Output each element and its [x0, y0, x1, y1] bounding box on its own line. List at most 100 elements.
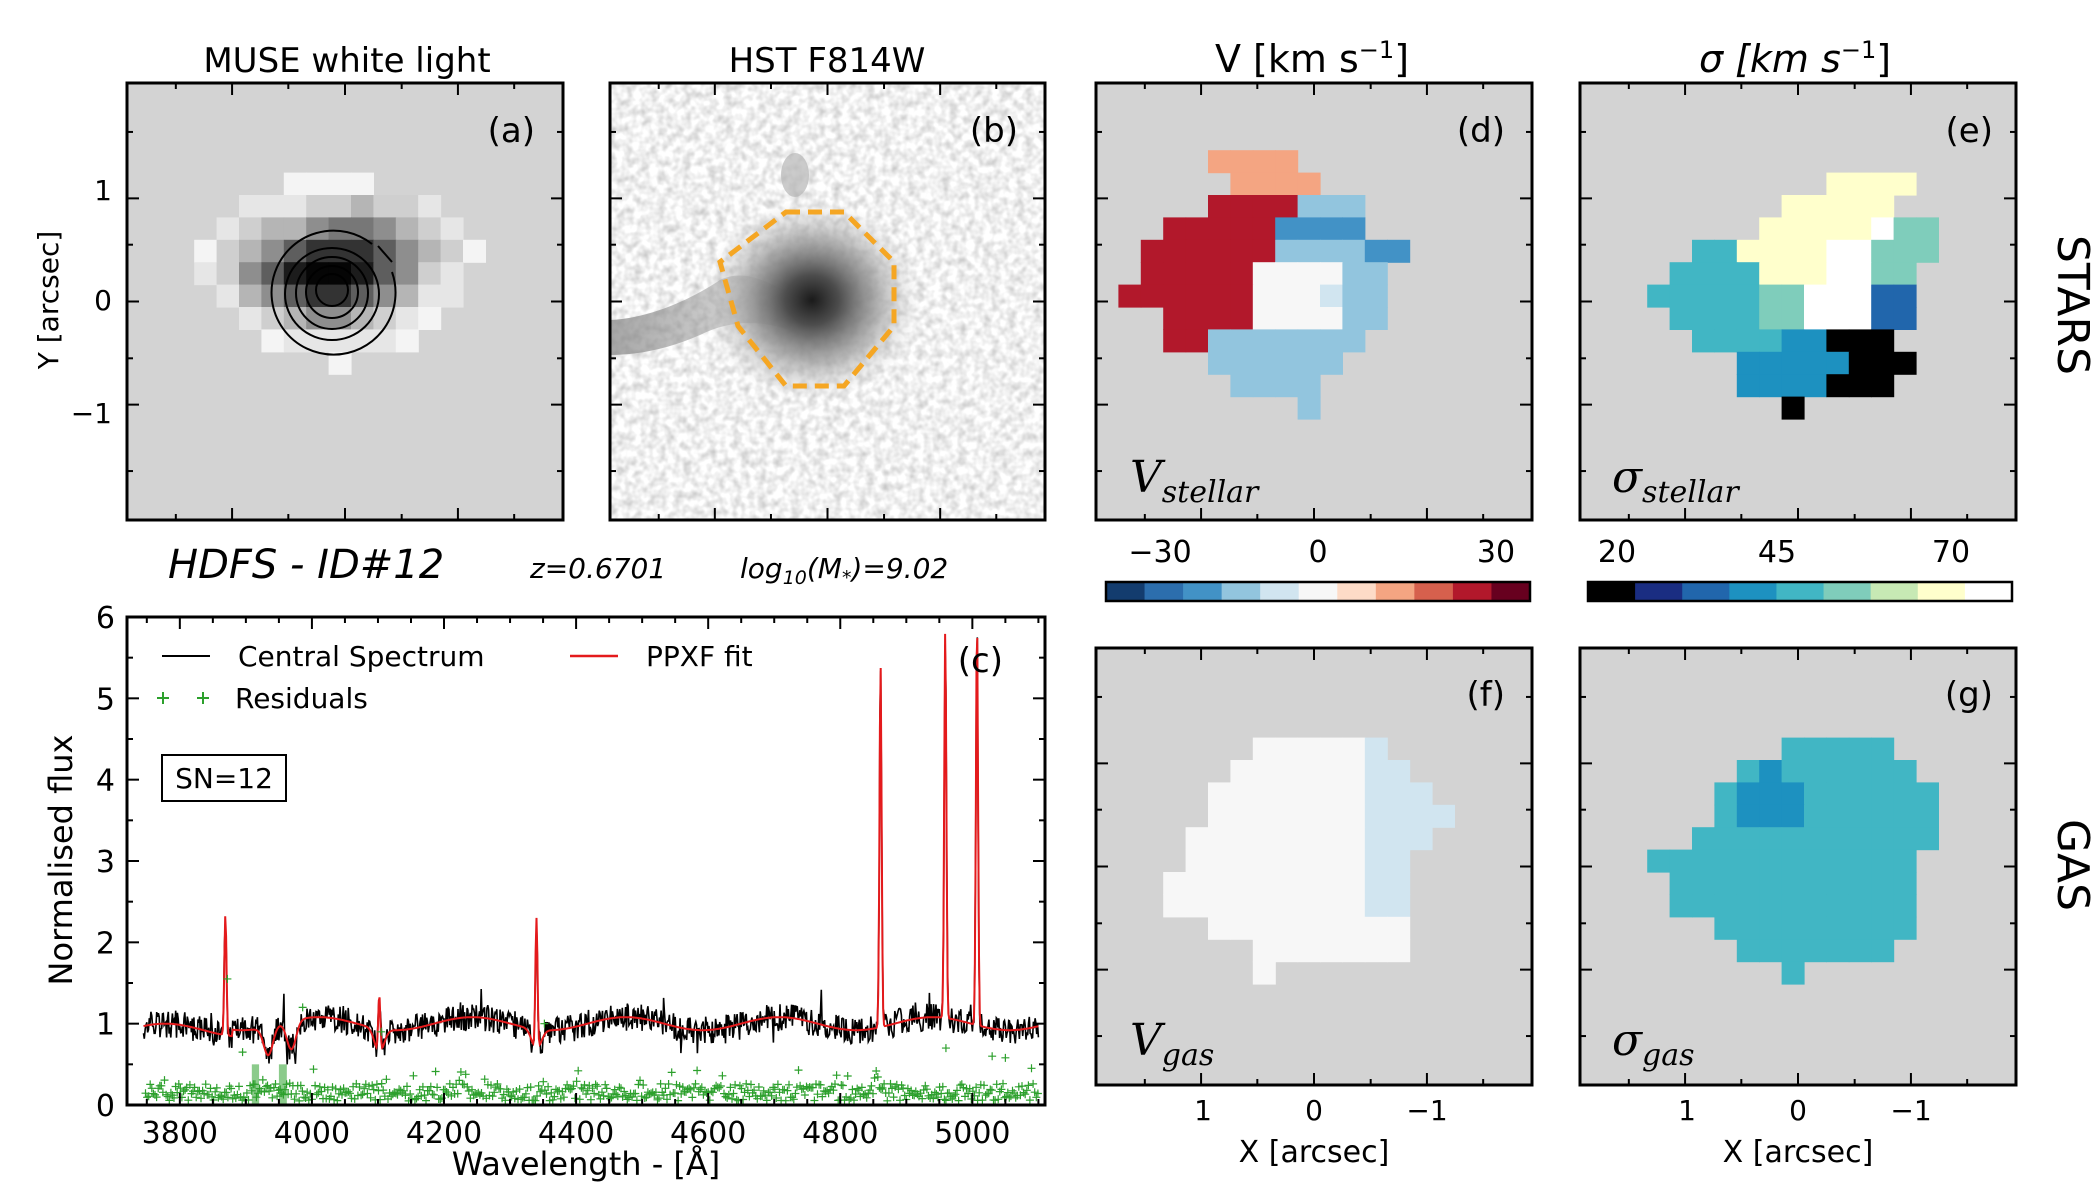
- residual-point: [869, 1089, 877, 1098]
- vel-gas-pixel: [1275, 760, 1299, 783]
- muse-pixel: [395, 307, 419, 330]
- muse-pixel: [395, 217, 419, 241]
- disp-cbar-segment: [1729, 582, 1777, 601]
- disp-stellar-pixel: [1781, 284, 1805, 308]
- vel-stellar-pixel: [1297, 262, 1321, 286]
- central-spectrum-line: [142, 637, 1040, 1065]
- vel-stellar-pixel: [1163, 217, 1187, 241]
- residual-point: [598, 1088, 606, 1097]
- vel-gas-pixel: [1185, 849, 1209, 873]
- vel-stellar-pixel: [1252, 307, 1276, 330]
- vel-gas-pixel: [1297, 782, 1321, 806]
- vel-stellar-pixel: [1208, 217, 1231, 241]
- disp-stellar-pixel: [1893, 172, 1917, 196]
- residual-point: [883, 1096, 892, 1105]
- residual-point: [582, 1090, 591, 1098]
- vel-cbar-segment: [1106, 582, 1146, 601]
- vel-gas-pixel: [1320, 939, 1343, 963]
- vel-gas-pixel: [1297, 916, 1321, 940]
- muse-white-light-image: [194, 172, 486, 375]
- residual-point: [170, 1093, 178, 1102]
- vel-gas-pixel: [1208, 827, 1231, 851]
- panel-f-xtick-minus1: −1: [1406, 1094, 1447, 1127]
- vel-stellar-pixel: [1230, 150, 1254, 174]
- residual-point: [231, 1094, 240, 1103]
- vel-gas-pixel: [1320, 737, 1343, 761]
- residual-point: [540, 1019, 549, 1028]
- disp-stellar-pixel: [1893, 351, 1917, 375]
- vel-gas-pixel: [1387, 827, 1411, 851]
- muse-pixel: [306, 195, 330, 218]
- residual-point: [193, 1087, 202, 1096]
- residual-point: [298, 1087, 307, 1096]
- residual-point: [539, 1077, 548, 1086]
- disp-gas-pixel: [1781, 939, 1805, 963]
- muse-pixel: [351, 239, 374, 263]
- vel-gas-pixel: [1252, 916, 1276, 940]
- vel-gas-pixel: [1230, 916, 1254, 940]
- residual-point: [773, 1080, 782, 1089]
- disp-gas-pixel: [1893, 894, 1917, 918]
- residual-point: [728, 1094, 736, 1103]
- disp-gas-pixel: [1871, 737, 1895, 761]
- residual-point: [412, 1094, 421, 1103]
- panel-b-letter: (b): [970, 111, 1018, 151]
- legend-residuals-swatch: [157, 692, 209, 704]
- muse-pixel: [261, 262, 285, 286]
- residual-point: [747, 1080, 755, 1089]
- residual-point: [499, 1090, 508, 1099]
- disp-stellar-pixel: [1759, 351, 1783, 375]
- disp-gas-pixel: [1736, 782, 1760, 806]
- residual-point: [501, 1096, 510, 1105]
- residual-point: [800, 1091, 809, 1099]
- disp-stellar-pixel: [1781, 307, 1805, 330]
- residual-point: [907, 1086, 916, 1095]
- residual-point: [144, 1092, 153, 1101]
- vel-stellar-pixel: [1185, 307, 1209, 330]
- residual-point: [311, 1081, 320, 1090]
- vel-gas-pixel: [1364, 760, 1388, 783]
- residual-point: [219, 1095, 228, 1104]
- vel-stellar-pixel: [1185, 329, 1209, 353]
- vel-gas-pixel: [1320, 827, 1343, 851]
- muse-contours: [270, 229, 397, 356]
- residual-point: [940, 1095, 949, 1104]
- vel-cbar-segment: [1298, 582, 1338, 601]
- residual-point: [363, 1089, 372, 1098]
- vel-cbar-segment: [1491, 582, 1531, 601]
- disp-gas-pixel: [1714, 872, 1738, 895]
- redshift-label: z=0.6701: [529, 552, 666, 585]
- residual-point: [309, 1065, 318, 1074]
- disp-cbar-segment: [1964, 582, 2013, 601]
- disp-stellar-pixel: [1759, 329, 1783, 353]
- residual-point: [1022, 1086, 1031, 1095]
- residual-point: [269, 1083, 278, 1092]
- residual-point: [656, 1079, 665, 1088]
- residual-point: [160, 1076, 169, 1085]
- residual-point: [487, 1081, 495, 1090]
- residual-point: [964, 1089, 973, 1098]
- residual-point: [531, 1096, 540, 1105]
- row-label-gas: GAS: [2047, 819, 2098, 911]
- disp-stellar-pixel: [1714, 239, 1738, 263]
- vel-stellar-pixel: [1275, 239, 1299, 263]
- disp-gas-pixel: [1736, 849, 1760, 873]
- muse-pixel: [373, 262, 397, 286]
- residual-point: [184, 1096, 193, 1105]
- residual-point: [810, 1096, 819, 1105]
- vel-stellar-pixel: [1185, 262, 1209, 286]
- residual-point: [1032, 1093, 1041, 1102]
- hst-image: [610, 83, 1045, 520]
- disp-gas-pixel: [1893, 782, 1917, 806]
- residual-point: [653, 1095, 662, 1104]
- residual-point: [569, 1082, 578, 1091]
- muse-pixel: [418, 307, 442, 330]
- residual-point: [433, 1083, 442, 1092]
- muse-pixel: [283, 262, 307, 286]
- residual-point: [488, 1092, 497, 1101]
- ytick-label: 6: [96, 601, 115, 636]
- residual-point: [461, 1070, 470, 1079]
- disp-gas-pixel: [1848, 827, 1872, 851]
- disp-gas-pixel: [1848, 916, 1872, 940]
- residual-point: [873, 1073, 882, 1081]
